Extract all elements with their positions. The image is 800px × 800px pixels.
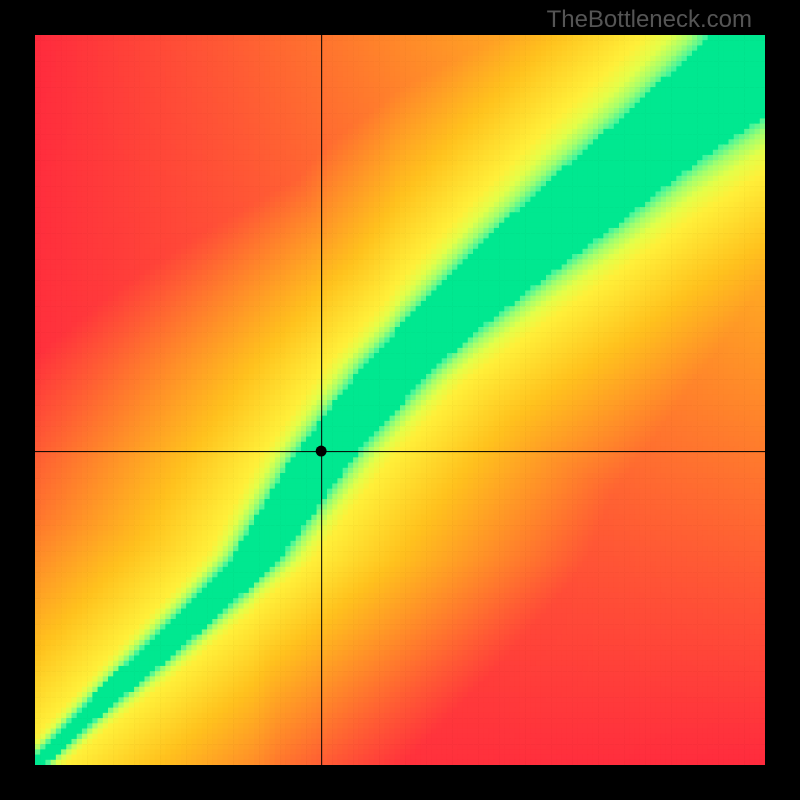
chart-container: TheBottleneck.com bbox=[0, 0, 800, 800]
bottleneck-heatmap bbox=[35, 35, 765, 765]
watermark-text: TheBottleneck.com bbox=[547, 6, 752, 34]
